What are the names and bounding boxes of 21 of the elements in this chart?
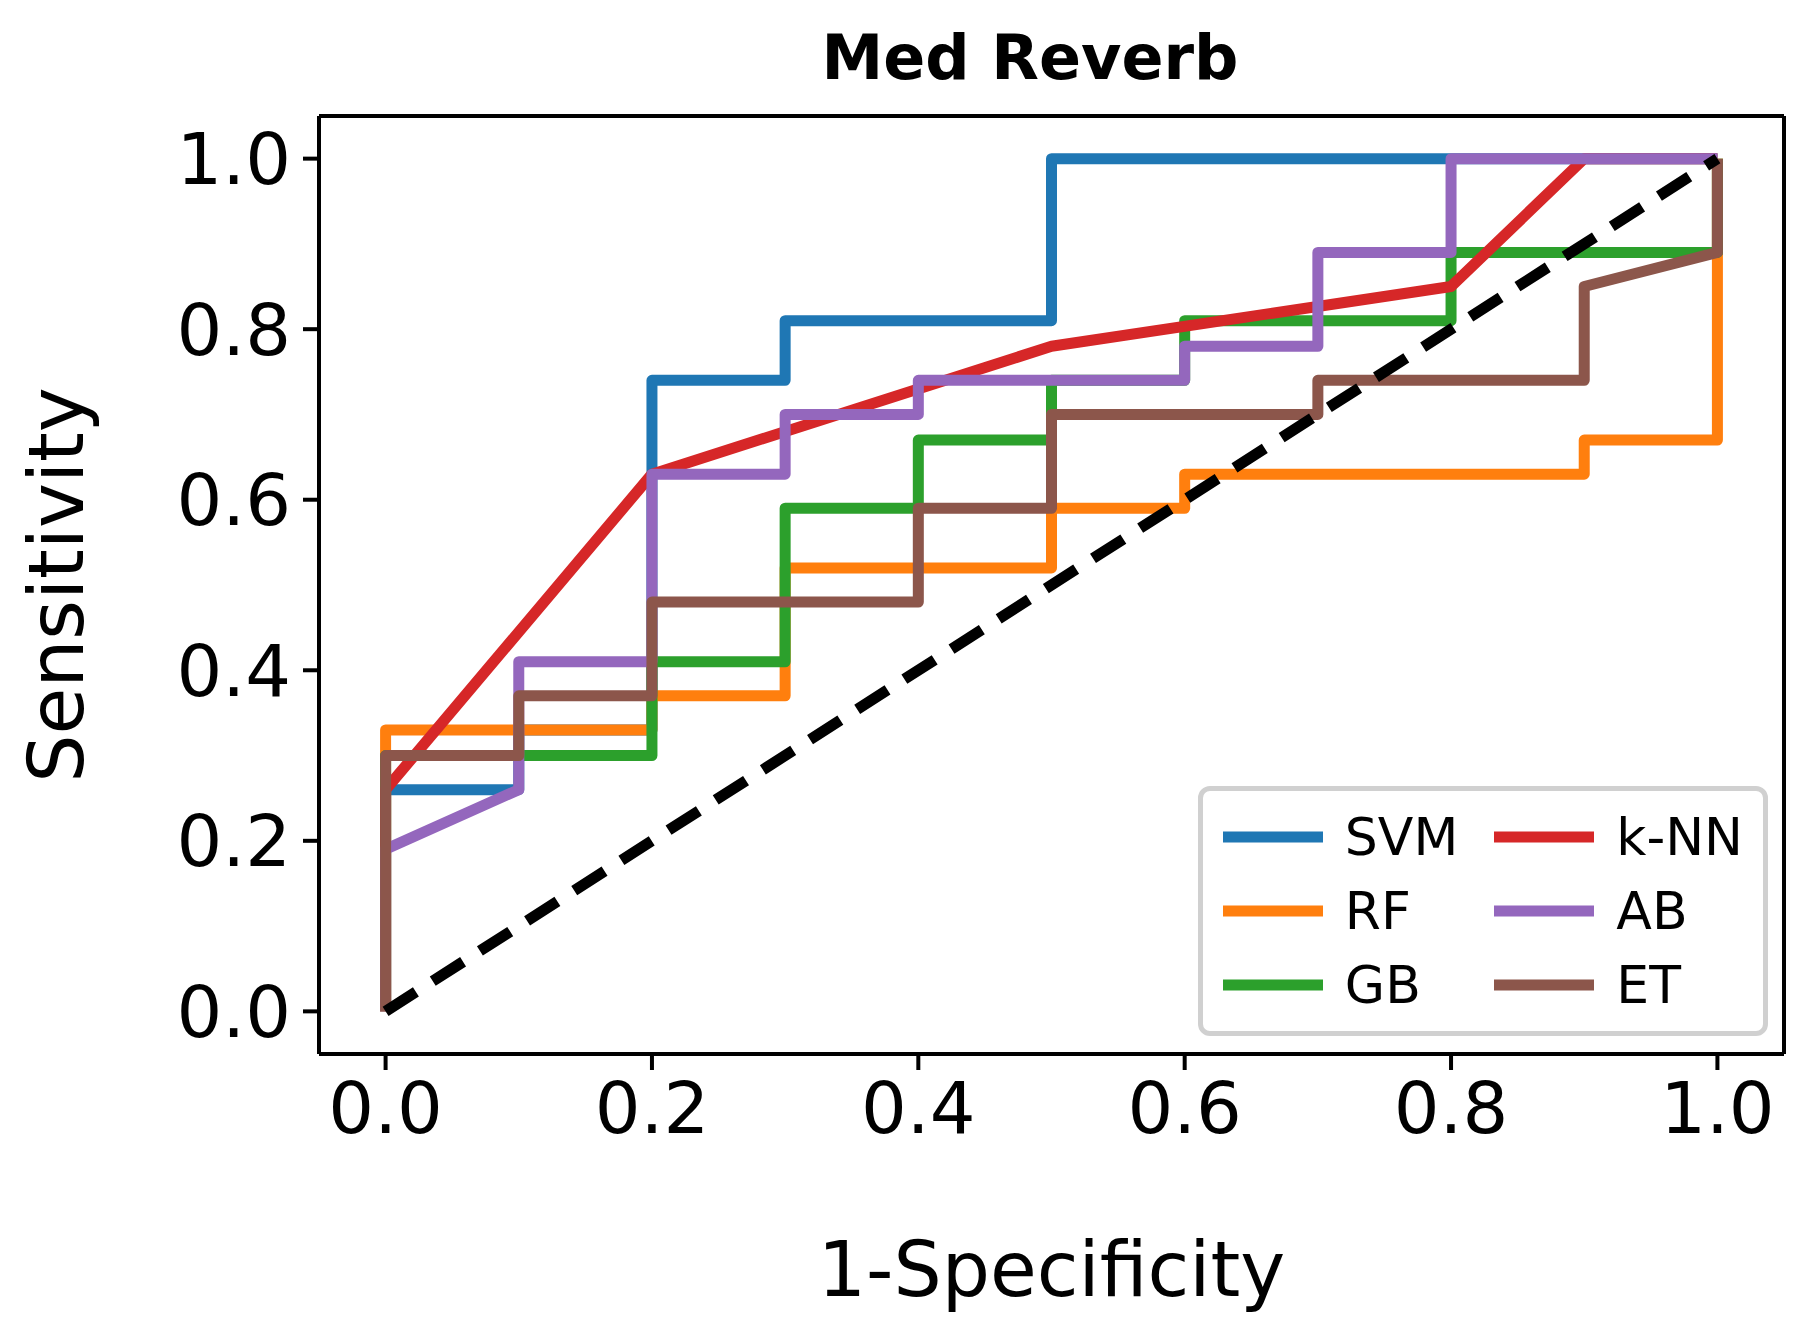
y-tick-label: 0.0: [176, 969, 291, 1054]
legend-label: ET: [1616, 955, 1683, 1015]
y-tick-label: 0.6: [176, 458, 291, 543]
y-axis-title: Sensitivity: [11, 387, 101, 783]
y-tick-label: 1.0: [176, 117, 291, 202]
legend-label: SVM: [1344, 807, 1459, 867]
x-tick-label: 0.2: [594, 1066, 710, 1151]
legend-label: GB: [1344, 955, 1422, 1015]
legend-label: RF: [1344, 881, 1412, 941]
x-tick-label: 1.0: [1660, 1066, 1775, 1151]
x-tick-label: 0.8: [1393, 1066, 1509, 1151]
legend-label: AB: [1616, 881, 1689, 941]
y-tick-label: 0.4: [176, 628, 291, 713]
x-axis-title: 1-Specificity: [817, 1225, 1286, 1314]
legend-label: k-NN: [1616, 807, 1743, 867]
x-tick-label: 0.6: [1127, 1066, 1242, 1151]
x-tick-label: 0.0: [328, 1066, 443, 1151]
y-tick-label: 0.8: [176, 287, 291, 372]
chart-title: Med Reverb: [820, 20, 1240, 96]
y-tick-label: 0.2: [176, 799, 291, 884]
x-tick-label: 0.4: [861, 1066, 976, 1151]
